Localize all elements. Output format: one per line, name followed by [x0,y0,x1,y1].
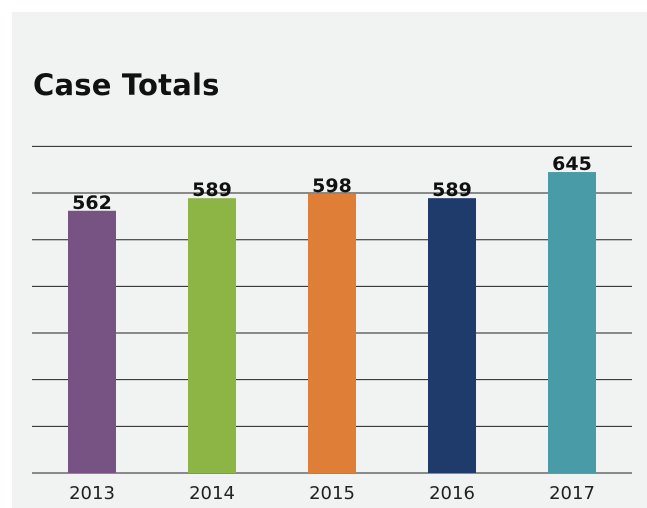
x-tick-label-2016: 2016 [429,483,475,504]
bar-2015 [308,193,356,473]
chart-panel: Case Totals 562 2013 589 2014 598 2015 589 2016… [12,12,647,508]
bar-2017 [548,172,596,473]
bar-2014 [188,198,236,473]
value-label-2013: 562 [72,192,112,214]
chart-title: Case Totals [33,68,220,102]
x-tick-label-2013: 2013 [69,483,115,504]
x-tick-label-2017: 2017 [549,483,595,504]
value-label-2014: 589 [192,179,232,201]
bar-2013 [68,210,116,473]
value-label-2016: 589 [432,179,472,201]
value-label-2015: 598 [312,175,352,197]
value-label-2017: 645 [552,153,592,175]
bar-chart: 562 2013 589 2014 598 2015 589 2016 645 2017 [32,145,632,504]
x-tick-label-2015: 2015 [309,483,355,504]
x-tick-label-2014: 2014 [189,483,235,504]
bar-2016 [428,198,476,473]
